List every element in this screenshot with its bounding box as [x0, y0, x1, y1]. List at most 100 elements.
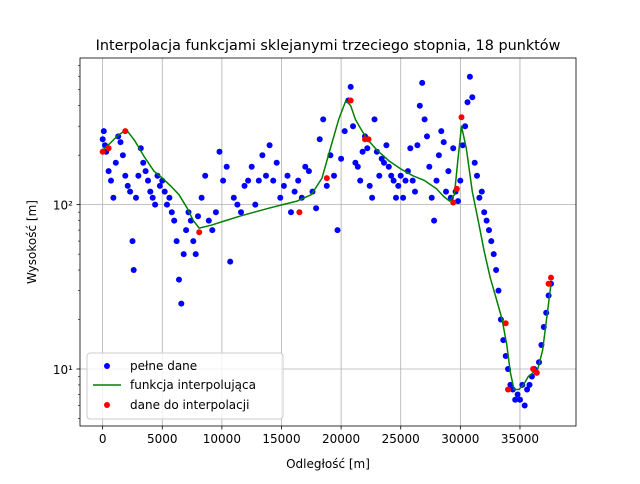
full-data-point — [156, 182, 163, 189]
full-data-point — [431, 217, 438, 224]
full-data-point — [428, 194, 435, 201]
full-data-point — [521, 402, 528, 409]
x-axis: 0 5000 10000 15000 20000 25000 30000 35000 — [99, 426, 539, 446]
full-data-point — [266, 142, 273, 149]
full-data-point — [350, 123, 356, 130]
full-data-point — [291, 188, 298, 195]
full-data-point — [471, 159, 478, 166]
full-data-point — [490, 251, 497, 258]
interpolation-node-point — [450, 199, 457, 206]
interpolation-node-point — [545, 280, 552, 287]
full-data-point — [445, 168, 452, 175]
full-data-point — [500, 337, 507, 344]
full-data-point — [464, 99, 471, 106]
full-data-point — [124, 182, 131, 189]
full-data-point — [145, 177, 151, 184]
full-data-point — [220, 177, 227, 184]
full-data-point — [486, 227, 492, 234]
full-data-point — [149, 194, 156, 201]
full-data-point — [122, 172, 129, 179]
full-data-point — [216, 148, 223, 155]
full-data-point — [176, 276, 182, 283]
full-data-point — [183, 227, 190, 234]
full-data-point — [412, 188, 418, 195]
full-data-point — [270, 177, 277, 184]
full-data-point — [105, 168, 112, 175]
full-data-point — [277, 194, 284, 201]
full-data-point — [397, 172, 404, 179]
series-layer — [99, 73, 554, 409]
full-data-point — [440, 139, 447, 146]
full-data-point — [190, 238, 197, 245]
legend-label-interpolation-data: dane do interpolacji — [130, 398, 249, 412]
full-data-point — [259, 152, 266, 159]
interpolation-node-point — [453, 185, 460, 192]
full-data-point — [433, 177, 440, 184]
x-tick-label: 10000 — [203, 432, 241, 446]
full-data-point — [154, 172, 161, 179]
full-data-point — [127, 188, 134, 195]
full-data-point — [302, 163, 309, 170]
full-data-point — [402, 177, 409, 184]
legend-label-interpolating-function: funkcja interpolująca — [130, 378, 256, 392]
chart-title: Interpolacja funkcjami sklejanymi trzeci… — [96, 38, 561, 54]
full-data-point — [135, 172, 142, 179]
full-data-point — [414, 142, 421, 149]
full-data-point — [390, 177, 397, 184]
interpolation-node-point — [505, 386, 511, 393]
full-data-point — [99, 136, 106, 143]
full-data-point — [166, 194, 173, 201]
full-data-point — [273, 159, 280, 166]
full-data-point — [354, 163, 361, 170]
full-data-point — [248, 163, 255, 170]
full-data-point — [223, 163, 230, 170]
full-data-point — [284, 172, 291, 179]
full-data-point — [376, 172, 383, 179]
full-data-point — [443, 188, 449, 195]
interpolating-function-line — [102, 99, 552, 391]
interpolation-node-point — [548, 274, 554, 281]
full-data-point — [320, 116, 327, 123]
interpolation-node-point — [502, 320, 509, 327]
full-data-point — [108, 177, 114, 184]
full-data-point — [357, 177, 364, 184]
full-data-point — [419, 79, 426, 86]
full-data-point — [313, 205, 320, 212]
full-data-point — [334, 227, 341, 234]
full-data-point — [457, 177, 464, 184]
full-data-point — [117, 139, 124, 146]
full-data-point — [161, 188, 168, 195]
full-data-point — [476, 194, 483, 201]
full-data-point — [524, 386, 531, 393]
full-data-point — [373, 148, 380, 155]
x-tick-label: 5000 — [147, 432, 178, 446]
full-data-point — [364, 145, 371, 152]
full-data-point — [305, 168, 312, 175]
full-data-point — [323, 182, 330, 189]
full-data-point — [180, 251, 187, 258]
full-data-point — [234, 201, 241, 208]
full-data-point — [316, 136, 323, 143]
series-0 — [99, 73, 554, 409]
full-data-point — [280, 182, 287, 189]
interpolation-node-point — [365, 136, 372, 143]
full-data-point — [252, 201, 259, 208]
full-data-point — [507, 381, 514, 388]
full-data-point — [100, 128, 107, 135]
full-data-point — [212, 209, 219, 216]
full-data-point — [474, 172, 480, 179]
full-data-point — [459, 142, 466, 149]
full-data-point — [241, 182, 248, 189]
full-data-point — [110, 194, 117, 201]
y-tick-label: 10² — [53, 199, 73, 213]
full-data-point — [407, 145, 414, 152]
full-data-point — [130, 267, 137, 273]
full-data-point — [462, 123, 469, 130]
x-axis-label: Odległość [m] — [286, 457, 370, 471]
full-data-point — [192, 251, 199, 258]
full-data-point — [347, 83, 354, 90]
full-data-point — [263, 172, 269, 179]
full-data-point — [388, 172, 395, 179]
full-data-point — [502, 353, 509, 359]
full-data-point — [409, 177, 416, 184]
